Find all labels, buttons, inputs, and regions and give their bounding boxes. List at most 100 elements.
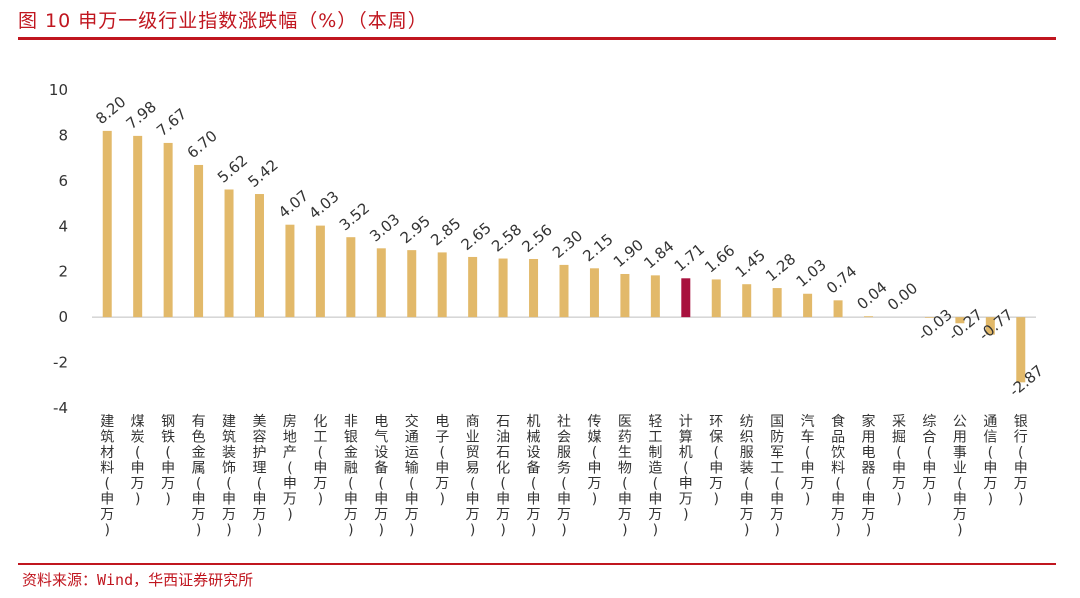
category-label: 建筑装饰(申万) [222, 414, 236, 539]
y-tick-label: 4 [58, 217, 68, 235]
category-label: 汽车(申万) [801, 414, 815, 508]
bar [772, 288, 782, 318]
value-label: 4.03 [305, 187, 342, 222]
bar [559, 264, 569, 318]
bar [742, 284, 752, 318]
category-label: 银行(申万) [1014, 414, 1028, 508]
bar [224, 189, 234, 318]
footer-rule [18, 563, 1056, 565]
category-label: 国防军工(申万) [770, 414, 784, 539]
category-label: 钢铁(申万) [161, 414, 175, 508]
title-rule [18, 37, 1056, 40]
bar [346, 237, 356, 318]
value-label: 0.00 [884, 279, 921, 314]
value-label: 2.65 [458, 219, 495, 254]
value-label: 2.58 [488, 220, 525, 255]
bar [407, 250, 417, 318]
category-label: 食品饮料(申万) [831, 413, 845, 539]
value-label: 8.20 [92, 93, 129, 128]
category-label: 煤炭(申万) [131, 414, 145, 508]
category-label: 房地产(申万) [283, 414, 297, 523]
value-label: 1.84 [640, 237, 677, 272]
category-label: 环保(申万) [709, 414, 723, 508]
value-label: 2.30 [549, 227, 586, 262]
category-label: 轻工制造(申万) [648, 414, 662, 539]
value-label: -0.27 [945, 305, 986, 344]
bar [650, 275, 660, 318]
bar [194, 164, 204, 318]
bar [589, 268, 599, 318]
bars [102, 130, 1026, 383]
value-label: 1.66 [701, 241, 738, 276]
value-label: -2.87 [1006, 361, 1047, 400]
value-label: -0.03 [914, 305, 955, 344]
category-labels: 建筑材料(申万) 煤炭(申万) 钢铁(申万) 有色金属(申万) 建筑装饰(申万) 美容护理… [100, 413, 1028, 539]
bar [315, 225, 325, 318]
category-label: 机械设备(申万) [527, 414, 541, 539]
value-label: 1.45 [732, 246, 769, 281]
category-label: 非银金融(申万) [344, 414, 358, 539]
value-label: 1.90 [610, 236, 647, 271]
bar [955, 317, 965, 324]
value-label: 1.71 [671, 240, 708, 275]
value-label: 5.62 [214, 151, 251, 186]
bar [620, 273, 630, 318]
bar [529, 258, 539, 318]
source-note: 资料来源：Wind，华西证券研究所 [22, 571, 254, 589]
bar [376, 248, 386, 318]
y-tick-label: -4 [53, 399, 68, 417]
y-tick-label: 0 [58, 308, 68, 326]
bar [163, 142, 173, 318]
category-label: 电子(申万) [435, 414, 449, 508]
y-tick-label: 8 [58, 126, 68, 144]
bar [498, 258, 508, 318]
category-label: 美容护理(申万) [252, 414, 266, 539]
category-label: 通信(申万) [983, 414, 997, 508]
y-tick-label: 2 [58, 263, 68, 281]
value-label: -0.77 [975, 305, 1016, 344]
category-label: 计算机(申万) [679, 414, 693, 523]
category-label: 医药生物(申万) [618, 414, 632, 539]
category-label: 综合(申万) [922, 414, 936, 508]
value-label: 2.85 [427, 214, 464, 249]
category-label: 商业贸易(申万) [466, 414, 480, 539]
category-label: 传媒(申万) [587, 414, 601, 508]
y-tick-label: 6 [58, 172, 68, 190]
value-label: 2.95 [397, 212, 434, 247]
category-label: 电气设备(申万) [374, 414, 388, 539]
bar [102, 130, 112, 318]
category-label: 有色金属(申万) [192, 414, 206, 539]
bar [437, 252, 447, 318]
value-label: 5.42 [244, 156, 281, 191]
value-label: 3.03 [366, 210, 403, 245]
value-label: 3.52 [336, 199, 373, 234]
bar [924, 317, 934, 318]
value-label: 7.67 [153, 105, 190, 140]
value-labels: 8.207.987.676.705.625.424.074.033.523.03… [92, 93, 1047, 401]
bar [254, 194, 264, 318]
value-label: 4.07 [275, 186, 312, 221]
category-label: 社会服务(申万) [557, 414, 571, 539]
category-label: 建筑材料(申万) [100, 414, 114, 539]
figure-title: 图 10 申万一级行业指数涨跌幅（%）（本周） [18, 10, 428, 32]
bar [711, 279, 721, 318]
y-tick-label: 10 [49, 81, 68, 99]
bar [285, 224, 295, 318]
category-label: 石油石化(申万) [496, 414, 510, 539]
bar [133, 135, 143, 318]
category-label: 家用电器(申万) [862, 413, 876, 539]
bar [803, 293, 813, 318]
bar [681, 278, 691, 318]
bar [833, 300, 843, 318]
value-label: 6.70 [184, 127, 221, 162]
category-label: 化工(申万) [313, 414, 327, 508]
bar [985, 317, 995, 335]
category-label: 纺织服装(申万) [740, 414, 754, 539]
value-label: 0.74 [823, 262, 860, 297]
value-label: 0.04 [854, 278, 891, 313]
category-label: 公用事业(申万) [953, 414, 967, 539]
y-tick-label: -2 [53, 354, 68, 372]
bar [468, 256, 478, 318]
bar [1016, 317, 1026, 383]
